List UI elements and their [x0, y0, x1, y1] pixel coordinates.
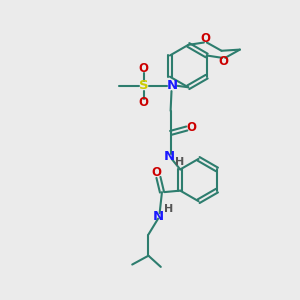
Text: O: O: [139, 96, 148, 110]
Text: N: N: [153, 210, 164, 223]
Text: O: O: [152, 166, 162, 179]
Text: O: O: [187, 121, 197, 134]
Text: O: O: [139, 62, 148, 75]
Text: O: O: [200, 32, 210, 46]
Text: N: N: [164, 150, 175, 163]
Text: H: H: [164, 204, 174, 214]
Text: O: O: [219, 55, 229, 68]
Text: S: S: [139, 79, 149, 92]
Text: H: H: [176, 158, 185, 167]
Text: N: N: [167, 79, 178, 92]
